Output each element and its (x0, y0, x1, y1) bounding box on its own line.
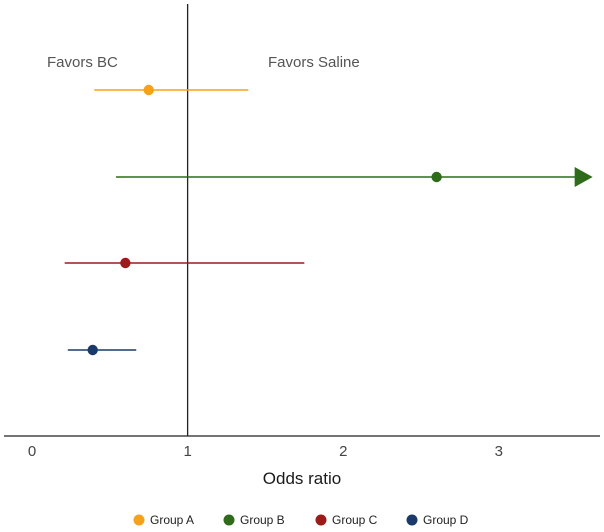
x-tick-label: 0 (28, 443, 36, 460)
x-tick-label: 1 (183, 443, 191, 460)
legend-item: Group D (406, 513, 469, 527)
legend-marker (133, 514, 145, 526)
series-group (64, 84, 593, 356)
legend-label: Group A (150, 513, 194, 527)
legend: Group A Group B Group C Group D (133, 513, 469, 527)
legend-label: Group B (240, 513, 285, 527)
series-group-c (64, 257, 305, 269)
legend-marker (223, 514, 235, 526)
series-group-a (94, 84, 249, 96)
legend-label: Group D (423, 513, 469, 527)
plot-area: 0 1 2 3 (4, 4, 600, 460)
legend-marker (315, 514, 327, 526)
x-tick-label: 2 (339, 443, 347, 460)
series-group-d (67, 344, 137, 356)
legend-item: Group A (133, 513, 194, 527)
point-estimate (143, 84, 154, 96)
series-group-b (116, 167, 593, 187)
legend-item: Group C (315, 513, 378, 527)
x-tick-label: 3 (495, 443, 503, 460)
legend-label: Group C (332, 513, 378, 527)
x-axis-title: Odds ratio (263, 469, 341, 488)
x-axis-ticks: 0 1 2 3 (28, 443, 503, 460)
point-estimate (120, 257, 131, 269)
legend-item: Group B (223, 513, 285, 527)
legend-marker (406, 514, 418, 526)
point-estimate (87, 344, 98, 356)
annotation-favors-bc: Favors BC (47, 54, 118, 71)
point-estimate (431, 171, 442, 183)
annotation-favors-saline: Favors Saline (268, 54, 360, 71)
truncation-arrow (574, 167, 593, 187)
